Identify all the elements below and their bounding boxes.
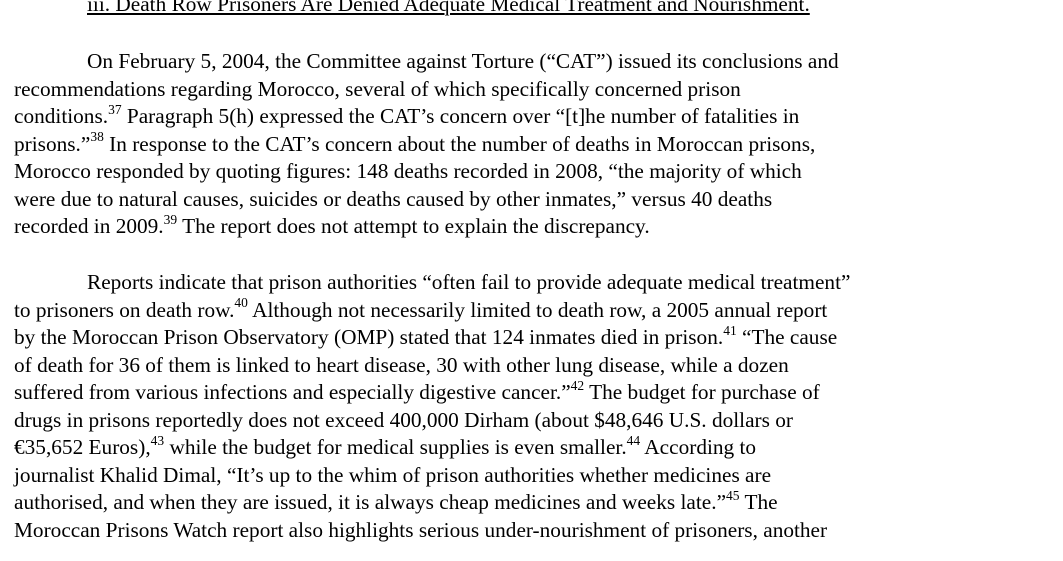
text-line: of death for 36 of them is linked to hea… <box>14 352 1014 380</box>
text-segment: Morocco responded by quoting figures: 14… <box>14 159 802 183</box>
text-line: by the Moroccan Prison Observatory (OMP)… <box>14 324 1014 352</box>
text-line: recorded in 2009.39 The report does not … <box>14 213 1014 241</box>
text-line: were due to natural causes, suicides or … <box>14 186 1014 214</box>
text-segment: €35,652 Euros), <box>14 435 151 459</box>
text-segment: suffered from various infections and esp… <box>14 380 571 404</box>
text-segment: authorised, and when they are issued, it… <box>14 490 727 514</box>
text-segment: The report does not attempt to explain t… <box>177 214 650 238</box>
text-segment: drugs in prisons reportedly does not exc… <box>14 407 793 432</box>
text-line: authorised, and when they are issued, it… <box>14 489 1014 517</box>
text-segment: According to <box>640 435 757 459</box>
text-segment: Reports indicate that prison authorities… <box>87 270 851 294</box>
section-heading: iii. Death Row Prisoners Are Denied Adeq… <box>87 0 810 16</box>
text-line: On February 5, 2004, the Committee again… <box>14 48 1014 76</box>
footnote-marker: 44 <box>626 432 641 448</box>
footnote-marker: 38 <box>90 129 104 145</box>
text-line: journalist Khalid Dimal, “It’s up to the… <box>14 462 1014 490</box>
text-line: conditions.37 Paragraph 5(h) expressed t… <box>14 103 1014 131</box>
footnote-marker: 43 <box>150 432 165 448</box>
text-segment: prisons.” <box>14 131 91 156</box>
footnote-marker: 45 <box>726 487 740 503</box>
text-segment: conditions. <box>14 104 109 128</box>
text-line: Moroccan Prisons Watch report also highl… <box>14 517 1014 545</box>
text-segment: to prisoners on death row. <box>14 297 235 322</box>
text-segment: of death for 36 of them is linked to hea… <box>14 352 789 377</box>
text-line: prisons.”38 In response to the CAT’s con… <box>14 129 1014 159</box>
text-segment: while the budget for medical supplies is… <box>164 435 627 459</box>
text-segment: In response to the CAT’s concern about t… <box>103 131 816 156</box>
text-segment: Paragraph 5(h) expressed the CAT’s conce… <box>121 104 800 128</box>
footnote-marker: 42 <box>570 377 585 393</box>
text-segment: Although not necessarily limited to deat… <box>247 297 828 322</box>
text-segment: recorded in 2009. <box>14 214 164 238</box>
text-line: Morocco responded by quoting figures: 14… <box>14 158 1014 186</box>
text-segment: The <box>739 490 778 514</box>
text-line: suffered from various infections and esp… <box>14 379 1014 407</box>
text-segment: The budget for purchase of <box>584 380 820 404</box>
text-segment: journalist Khalid Dimal, “It’s up to the… <box>14 462 772 487</box>
text-segment: recommendations regarding Morocco, sever… <box>14 76 741 101</box>
text-line: drugs in prisons reportedly does not exc… <box>14 407 1014 435</box>
text-line: recommendations regarding Morocco, sever… <box>14 76 1014 104</box>
footnote-marker: 37 <box>108 101 122 117</box>
paragraph-cat-conclusions: On February 5, 2004, the Committee again… <box>14 48 1014 241</box>
text-segment: by the Moroccan Prison Observatory (OMP)… <box>14 325 724 349</box>
footnote-marker: 41 <box>723 322 737 338</box>
text-segment: “The cause <box>736 325 838 349</box>
text-segment: Moroccan Prisons Watch report also highl… <box>14 517 828 542</box>
paragraph-medical-treatment: Reports indicate that prison authorities… <box>14 269 1014 544</box>
text-line: to prisoners on death row.40 Although no… <box>14 295 1014 325</box>
footnote-marker: 39 <box>163 211 178 227</box>
text-segment: were due to natural causes, suicides or … <box>14 186 773 211</box>
text-line: Reports indicate that prison authorities… <box>14 269 1014 297</box>
text-line: €35,652 Euros),43 while the budget for m… <box>14 434 1014 462</box>
text-segment: On February 5, 2004, the Committee again… <box>87 49 839 73</box>
footnote-marker: 40 <box>234 295 248 311</box>
